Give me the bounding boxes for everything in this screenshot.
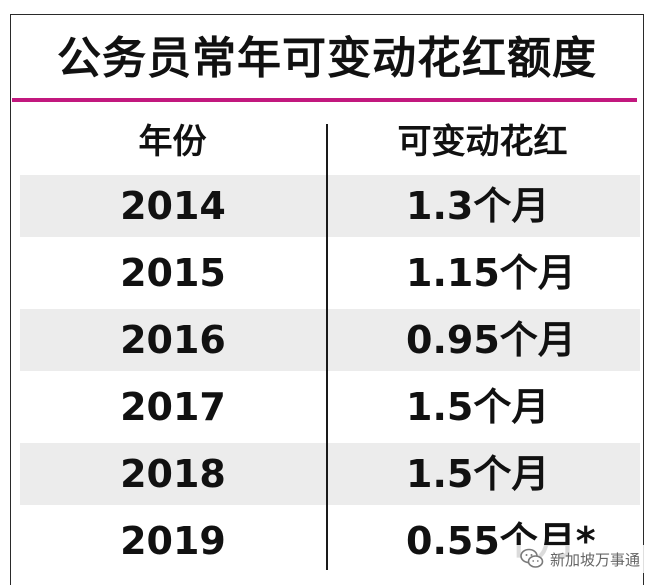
table-title: 公务员常年可变动花红额度 [57, 33, 597, 84]
bonus-cell: 1.3个月 [406, 184, 550, 228]
year-cell: 2018 [120, 452, 226, 496]
bonus-cell: 1.5个月 [406, 452, 550, 496]
table-header: 年份 可变动花红 [20, 114, 640, 170]
table-row: 2018 1.5个月 [20, 443, 640, 505]
bonus-cell: 0.95个月 [406, 318, 576, 362]
column-divider [326, 124, 328, 570]
year-cell: 2017 [120, 385, 226, 429]
bonus-cell: 1.15个月 [406, 251, 576, 295]
year-cell: 2014 [120, 184, 226, 228]
header-bonus: 可变动花红 [397, 122, 568, 162]
year-cell: 2016 [120, 318, 226, 362]
watermark: 新加坡万事通 [515, 545, 644, 573]
bonus-cell: 1.5个月 [406, 385, 550, 429]
wechat-icon [520, 548, 544, 570]
watermark-text: 新加坡万事通 [549, 550, 640, 569]
table-row: 2017 1.5个月 [20, 376, 640, 438]
year-cell: 2015 [120, 251, 226, 295]
table-row: 2016 0.95个月 [20, 309, 640, 371]
title-underline [12, 98, 637, 102]
table-row: 2014 1.3个月 [20, 175, 640, 237]
year-cell: 2019 [120, 519, 226, 563]
table-row: 2015 1.15个月 [20, 242, 640, 304]
header-year: 年份 [138, 122, 207, 162]
